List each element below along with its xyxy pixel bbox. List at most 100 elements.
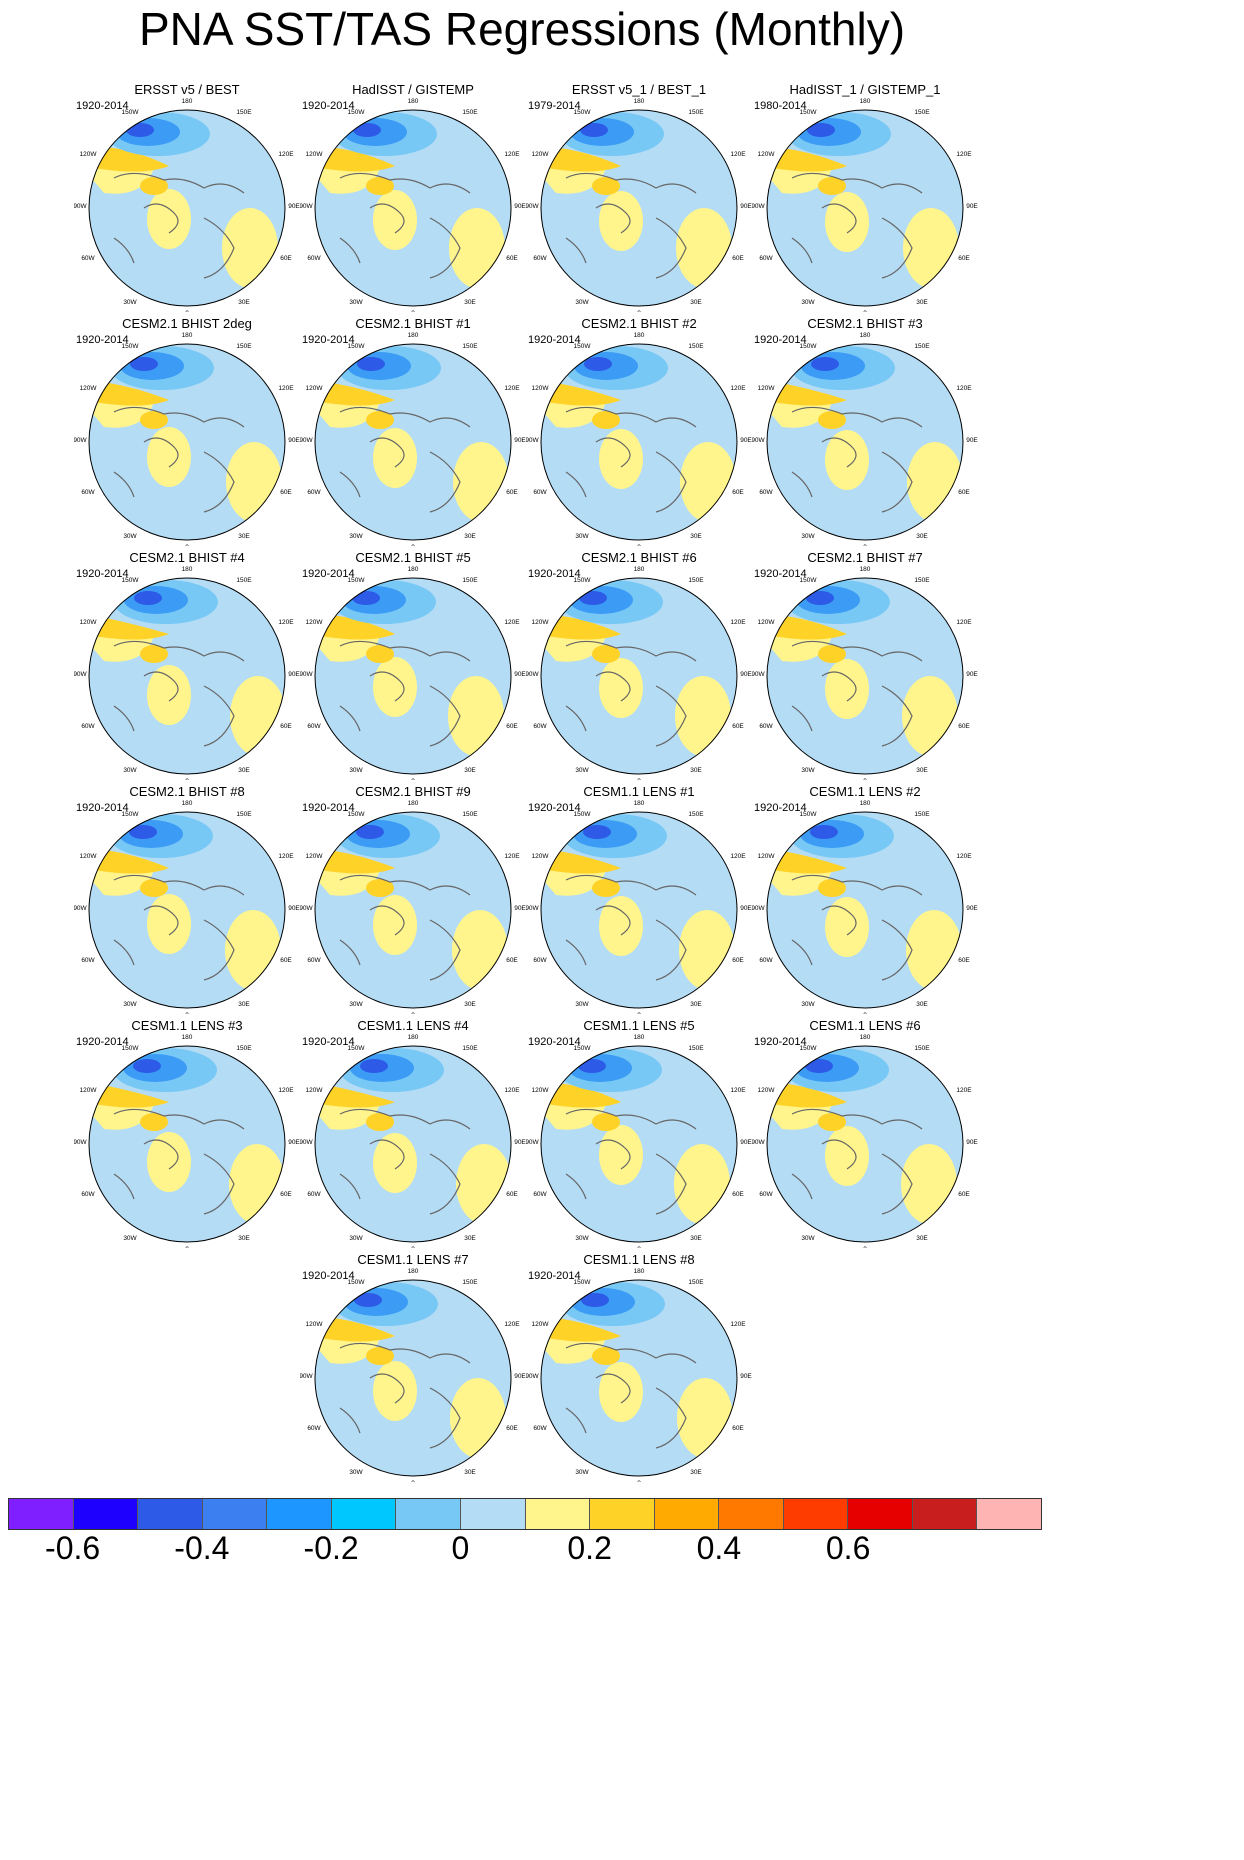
longitude-label: 90E	[514, 671, 526, 678]
longitude-label: 60W	[533, 723, 547, 730]
panel-title: CESM2.1 BHIST #9	[355, 784, 471, 799]
coastline	[565, 640, 697, 747]
longitude-label: 60W	[81, 723, 95, 730]
map-border	[540, 343, 738, 541]
panel-title: CESM1.1 LENS #7	[357, 1252, 469, 1267]
longitude-label: 90E	[966, 1139, 978, 1146]
polar-stereographic-map: 180 150W 150E 120W 120E 90W 90E 60W 60E 30W 30E 0	[74, 1034, 300, 1248]
longitude-label: 150E	[462, 109, 478, 116]
longitude-label: 60E	[732, 1191, 744, 1198]
longitude-label: 120E	[956, 1087, 972, 1094]
longitude-label: 30E	[690, 1469, 702, 1476]
coastline	[113, 406, 245, 513]
longitude-label: 150E	[236, 577, 252, 584]
map-border	[88, 577, 286, 775]
longitude-label: 60W	[533, 1425, 547, 1432]
panel-title: HadISST / GISTEMP	[352, 82, 474, 97]
panel-title: HadISST_1 / GISTEMP_1	[789, 82, 941, 97]
longitude-label: 0	[637, 1012, 641, 1014]
panel-period: 1920-2014	[302, 334, 355, 346]
panel-period: 1920-2014	[754, 802, 807, 814]
longitude-label: 180	[634, 1268, 645, 1275]
longitude-label: 150W	[574, 109, 592, 116]
map-panel: CESM2.1 BHIST #4 180 150W 150E 120W 120E 90W 90…	[74, 550, 300, 780]
colorbar-swatch	[138, 1499, 203, 1529]
panel-period: 1920-2014	[754, 334, 807, 346]
longitude-label: 90W	[526, 671, 540, 678]
longitude-label: 150W	[122, 109, 140, 116]
longitude-label: 90E	[740, 203, 752, 210]
longitude-label: 90E	[740, 671, 752, 678]
map-border	[766, 1045, 964, 1243]
longitude-label: 60W	[759, 255, 773, 262]
panel-title: CESM1.1 LENS #4	[357, 1018, 469, 1033]
map-panel: CESM2.1 BHIST 2deg 180 150W 150E 120W 120E 90W…	[74, 316, 300, 546]
longitude-label: 180	[408, 332, 419, 339]
longitude-label: 30W	[349, 767, 363, 774]
panel-title: ERSST v5 / BEST	[134, 82, 240, 97]
longitude-label: 150E	[462, 343, 478, 350]
longitude-label: 90W	[300, 905, 314, 912]
longitude-label: 30W	[801, 1001, 815, 1008]
longitude-label: 30W	[123, 533, 137, 540]
longitude-label: 150W	[348, 1279, 366, 1286]
panel-title: CESM2.1 BHIST #4	[129, 550, 245, 565]
longitude-label: 0	[863, 1012, 867, 1014]
polar-stereographic-map: 180 150W 150E 120W 120E 90W 90E 60W 60E 30W 30E 0	[752, 1034, 978, 1248]
coastline	[791, 1108, 923, 1215]
longitude-label: 30E	[238, 767, 250, 774]
panel-title: ERSST v5_1 / BEST_1	[571, 82, 707, 97]
colorbar-tick-label: -0.4	[174, 1530, 230, 1566]
longitude-label: 0	[185, 1012, 189, 1014]
longitude-label: 60E	[958, 255, 970, 262]
longitude-label: 90E	[288, 437, 300, 444]
longitude-label: 150E	[688, 343, 704, 350]
longitude-label: 60E	[506, 1191, 518, 1198]
longitude-label: 120W	[80, 151, 98, 158]
longitude-label: 60W	[759, 723, 773, 730]
longitude-label: 180	[860, 98, 871, 105]
longitude-label: 90W	[526, 437, 540, 444]
colorbar-swatch	[977, 1499, 1041, 1529]
longitude-label: 90E	[966, 905, 978, 912]
longitude-label: 150W	[574, 1279, 592, 1286]
longitude-label: 60W	[81, 489, 95, 496]
panel-title: CESM2.1 BHIST #7	[807, 550, 923, 565]
panel-title: CESM1.1 LENS #3	[131, 1018, 243, 1033]
colorbar-tick-label: -0.2	[303, 1530, 359, 1566]
longitude-label: 60E	[958, 489, 970, 496]
longitude-label: 60E	[280, 1191, 292, 1198]
colorbar-swatch	[912, 1499, 978, 1529]
longitude-label: 60E	[280, 957, 292, 964]
longitude-label: 120W	[80, 619, 98, 626]
longitude-label: 120W	[532, 619, 550, 626]
panel-period: 1920-2014	[302, 568, 355, 580]
map-panel: CESM1.1 LENS #8 180 150W 150E 120W 120E 90W 90E…	[526, 1252, 752, 1482]
longitude-label: 90W	[74, 1139, 88, 1146]
map-panel: CESM2.1 BHIST #2 180 150W 150E 120W 120E 90W 90…	[526, 316, 752, 546]
polar-stereographic-map: 180 150W 150E 120W 120E 90W 90E 60W 60E 30W 30E 0	[300, 800, 526, 1014]
panel-period: 1920-2014	[302, 1036, 355, 1048]
map-panel: CESM1.1 LENS #3 180 150W 150E 120W 120E 90W 90E…	[74, 1018, 300, 1248]
coastline	[565, 406, 697, 513]
longitude-label: 0	[185, 310, 189, 312]
longitude-label: 90W	[300, 671, 314, 678]
longitude-label: 150E	[236, 811, 252, 818]
polar-stereographic-map: 180 150W 150E 120W 120E 90W 90E 60W 60E 30W 30E 0	[74, 98, 300, 312]
longitude-label: 90W	[526, 1373, 540, 1380]
longitude-label: 90W	[752, 905, 766, 912]
longitude-label: 90W	[526, 905, 540, 912]
longitude-label: 120E	[730, 853, 746, 860]
longitude-label: 180	[408, 1034, 419, 1041]
map-border	[540, 109, 738, 307]
longitude-label: 150W	[800, 1045, 818, 1052]
coastline	[791, 172, 923, 279]
longitude-label: 150W	[348, 1045, 366, 1052]
colorbar-swatch	[9, 1499, 74, 1529]
longitude-label: 60W	[759, 1191, 773, 1198]
longitude-label: 60E	[958, 957, 970, 964]
panel-period: 1920-2014	[76, 568, 129, 580]
longitude-label: 90E	[514, 905, 526, 912]
longitude-label: 180	[860, 332, 871, 339]
longitude-label: 0	[637, 310, 641, 312]
